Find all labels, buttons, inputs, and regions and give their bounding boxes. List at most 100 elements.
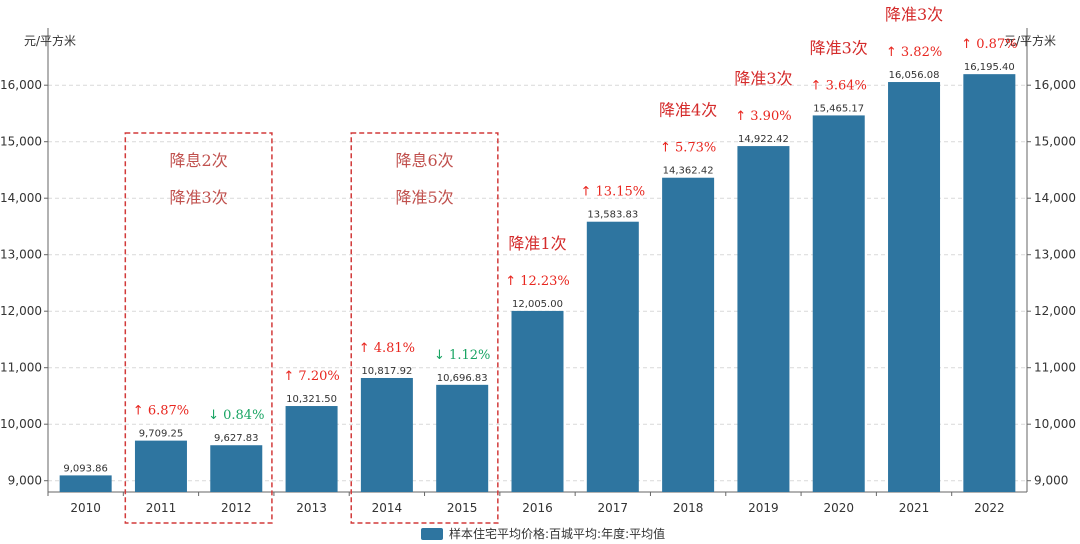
policy-box-label: 降准3次 xyxy=(170,188,228,207)
value-label-2016: 12,005.00 xyxy=(512,299,563,310)
y-tick-label-right: 12,000 xyxy=(1034,304,1076,318)
value-label-2018: 14,362.42 xyxy=(663,166,714,177)
policy-box xyxy=(350,132,499,524)
bar-2019 xyxy=(737,146,790,493)
growth-label-2021: ↑ 3.82% xyxy=(886,45,942,60)
growth-label-2017: ↑ 13.15% xyxy=(581,185,646,200)
value-label-2012: 9,627.83 xyxy=(214,433,259,444)
policy-label-2018: 降准4次 xyxy=(659,101,717,120)
y-tick-label-left: 16,000 xyxy=(0,78,42,92)
bar-2015 xyxy=(436,384,489,492)
policy-label-2016: 降准1次 xyxy=(508,234,566,253)
y-tick-label-left: 13,000 xyxy=(0,248,42,262)
policy-box xyxy=(124,132,273,524)
policy-box-label: 降准5次 xyxy=(395,188,453,207)
y-tick-label-right: 15,000 xyxy=(1034,135,1076,149)
growth-value: 0.87% xyxy=(976,37,1017,52)
growth-label-2013: ↑ 7.20% xyxy=(283,369,339,384)
value-labels: 9,093.86 9,709.25 9,627.83 10,321.50 10,817.… xyxy=(63,62,1014,474)
bar-2017 xyxy=(586,221,639,492)
growth-value: 5.73% xyxy=(675,141,716,156)
growth-value: 3.64% xyxy=(826,78,867,93)
bar-2020 xyxy=(812,115,865,492)
arrow-up-icon: ↑ xyxy=(505,274,520,289)
arrow-down-icon: ↓ xyxy=(208,408,223,423)
y-tick-label-right: 10,000 xyxy=(1034,417,1076,431)
value-label-2022: 16,195.40 xyxy=(964,62,1015,73)
policy-box-label: 降息6次 xyxy=(395,151,453,170)
y-axis-unit-right: 元/平方米 xyxy=(1004,33,1056,48)
x-tick-label: 2016 xyxy=(522,501,553,515)
x-tick-label: 2022 xyxy=(974,501,1005,515)
y-tick-label-left: 15,000 xyxy=(0,135,42,149)
growth-value: 7.20% xyxy=(298,369,339,384)
y-tick-label-right: 13,000 xyxy=(1034,248,1076,262)
growth-value: 6.87% xyxy=(148,404,189,419)
y-tick-label-left: 11,000 xyxy=(0,361,42,375)
x-tick-label: 2020 xyxy=(823,501,854,515)
bar-2021 xyxy=(888,82,941,492)
arrow-up-icon: ↑ xyxy=(735,109,750,124)
value-label-2020: 15,465.17 xyxy=(813,103,864,114)
y-tick-label-right: 11,000 xyxy=(1034,361,1076,375)
x-tick-label: 2018 xyxy=(673,501,704,515)
growth-label-2022: ↑ 0.87% xyxy=(961,37,1017,52)
growth-label-2016: ↑ 12.23% xyxy=(505,274,570,289)
policy-label-2019: 降准3次 xyxy=(734,69,792,88)
value-label-2010: 9,093.86 xyxy=(63,463,108,474)
bar-2018 xyxy=(662,177,715,492)
arrow-down-icon: ↓ xyxy=(434,348,449,363)
legend: 样本住宅平均价格:百城平均:年度:平均值 xyxy=(421,526,665,541)
growth-label-2012: ↓ 0.84% xyxy=(208,408,264,423)
value-label-2019: 14,922.42 xyxy=(738,134,789,145)
bars xyxy=(59,74,1016,493)
growth-value: 3.82% xyxy=(901,45,942,60)
x-tick-label: 2011 xyxy=(146,501,177,515)
arrow-up-icon: ↑ xyxy=(886,45,901,60)
value-label-2021: 16,056.08 xyxy=(889,70,940,81)
growth-label-2019: ↑ 3.90% xyxy=(735,109,791,124)
y-tick-label-left: 10,000 xyxy=(0,417,42,431)
growth-value: 13.15% xyxy=(596,185,646,200)
growth-value: 3.90% xyxy=(750,109,791,124)
legend-swatch xyxy=(421,528,443,540)
growth-value: 1.12% xyxy=(449,348,490,363)
y-tick-label-right: 14,000 xyxy=(1034,191,1076,205)
y-tick-label-left: 14,000 xyxy=(0,191,42,205)
x-tick-label: 2017 xyxy=(598,501,629,515)
policy-label-2020: 降准3次 xyxy=(810,38,868,57)
x-tick-label: 2014 xyxy=(372,501,403,515)
bar-2016 xyxy=(511,310,564,492)
growth-value: 4.81% xyxy=(374,341,415,356)
value-label-2013: 10,321.50 xyxy=(286,394,337,405)
x-tick-label: 2013 xyxy=(296,501,327,515)
arrow-up-icon: ↑ xyxy=(660,141,675,156)
growth-labels: ↑ 6.87% ↓ 0.84%↑ 7.20%↑ 4.81% ↓ 1.12%↑ 12.… xyxy=(133,37,1018,423)
x-tick-label: 2015 xyxy=(447,501,478,515)
growth-value: 12.23% xyxy=(520,274,570,289)
bar-2014 xyxy=(360,377,413,492)
growth-value: 0.84% xyxy=(223,408,264,423)
y-tick-label-right: 16,000 xyxy=(1034,78,1076,92)
growth-label-2011: ↑ 6.87% xyxy=(133,404,189,419)
legend-label: 样本住宅平均价格:百城平均:年度:平均值 xyxy=(449,526,665,541)
bar-2011 xyxy=(134,440,187,492)
x-tick-label: 2010 xyxy=(70,501,101,515)
y-tick-label-left: 12,000 xyxy=(0,304,42,318)
arrow-up-icon: ↑ xyxy=(581,185,596,200)
bar-2010 xyxy=(59,475,112,492)
x-tick-label: 2012 xyxy=(221,501,252,515)
arrow-up-icon: ↑ xyxy=(283,369,298,384)
value-label-2014: 10,817.92 xyxy=(361,366,412,377)
policy-label-2021: 降准3次 xyxy=(885,5,943,24)
value-label-2015: 10,696.83 xyxy=(437,373,488,384)
policy-box-label: 降息2次 xyxy=(170,151,228,170)
growth-label-2014: ↑ 4.81% xyxy=(359,341,415,356)
arrow-up-icon: ↑ xyxy=(133,404,148,419)
x-tick-label: 2021 xyxy=(899,501,930,515)
value-label-2011: 9,709.25 xyxy=(139,429,184,440)
y-tick-label-right: 9,000 xyxy=(1034,474,1068,488)
arrow-up-icon: ↑ xyxy=(359,341,374,356)
arrow-up-icon: ↑ xyxy=(811,78,826,93)
